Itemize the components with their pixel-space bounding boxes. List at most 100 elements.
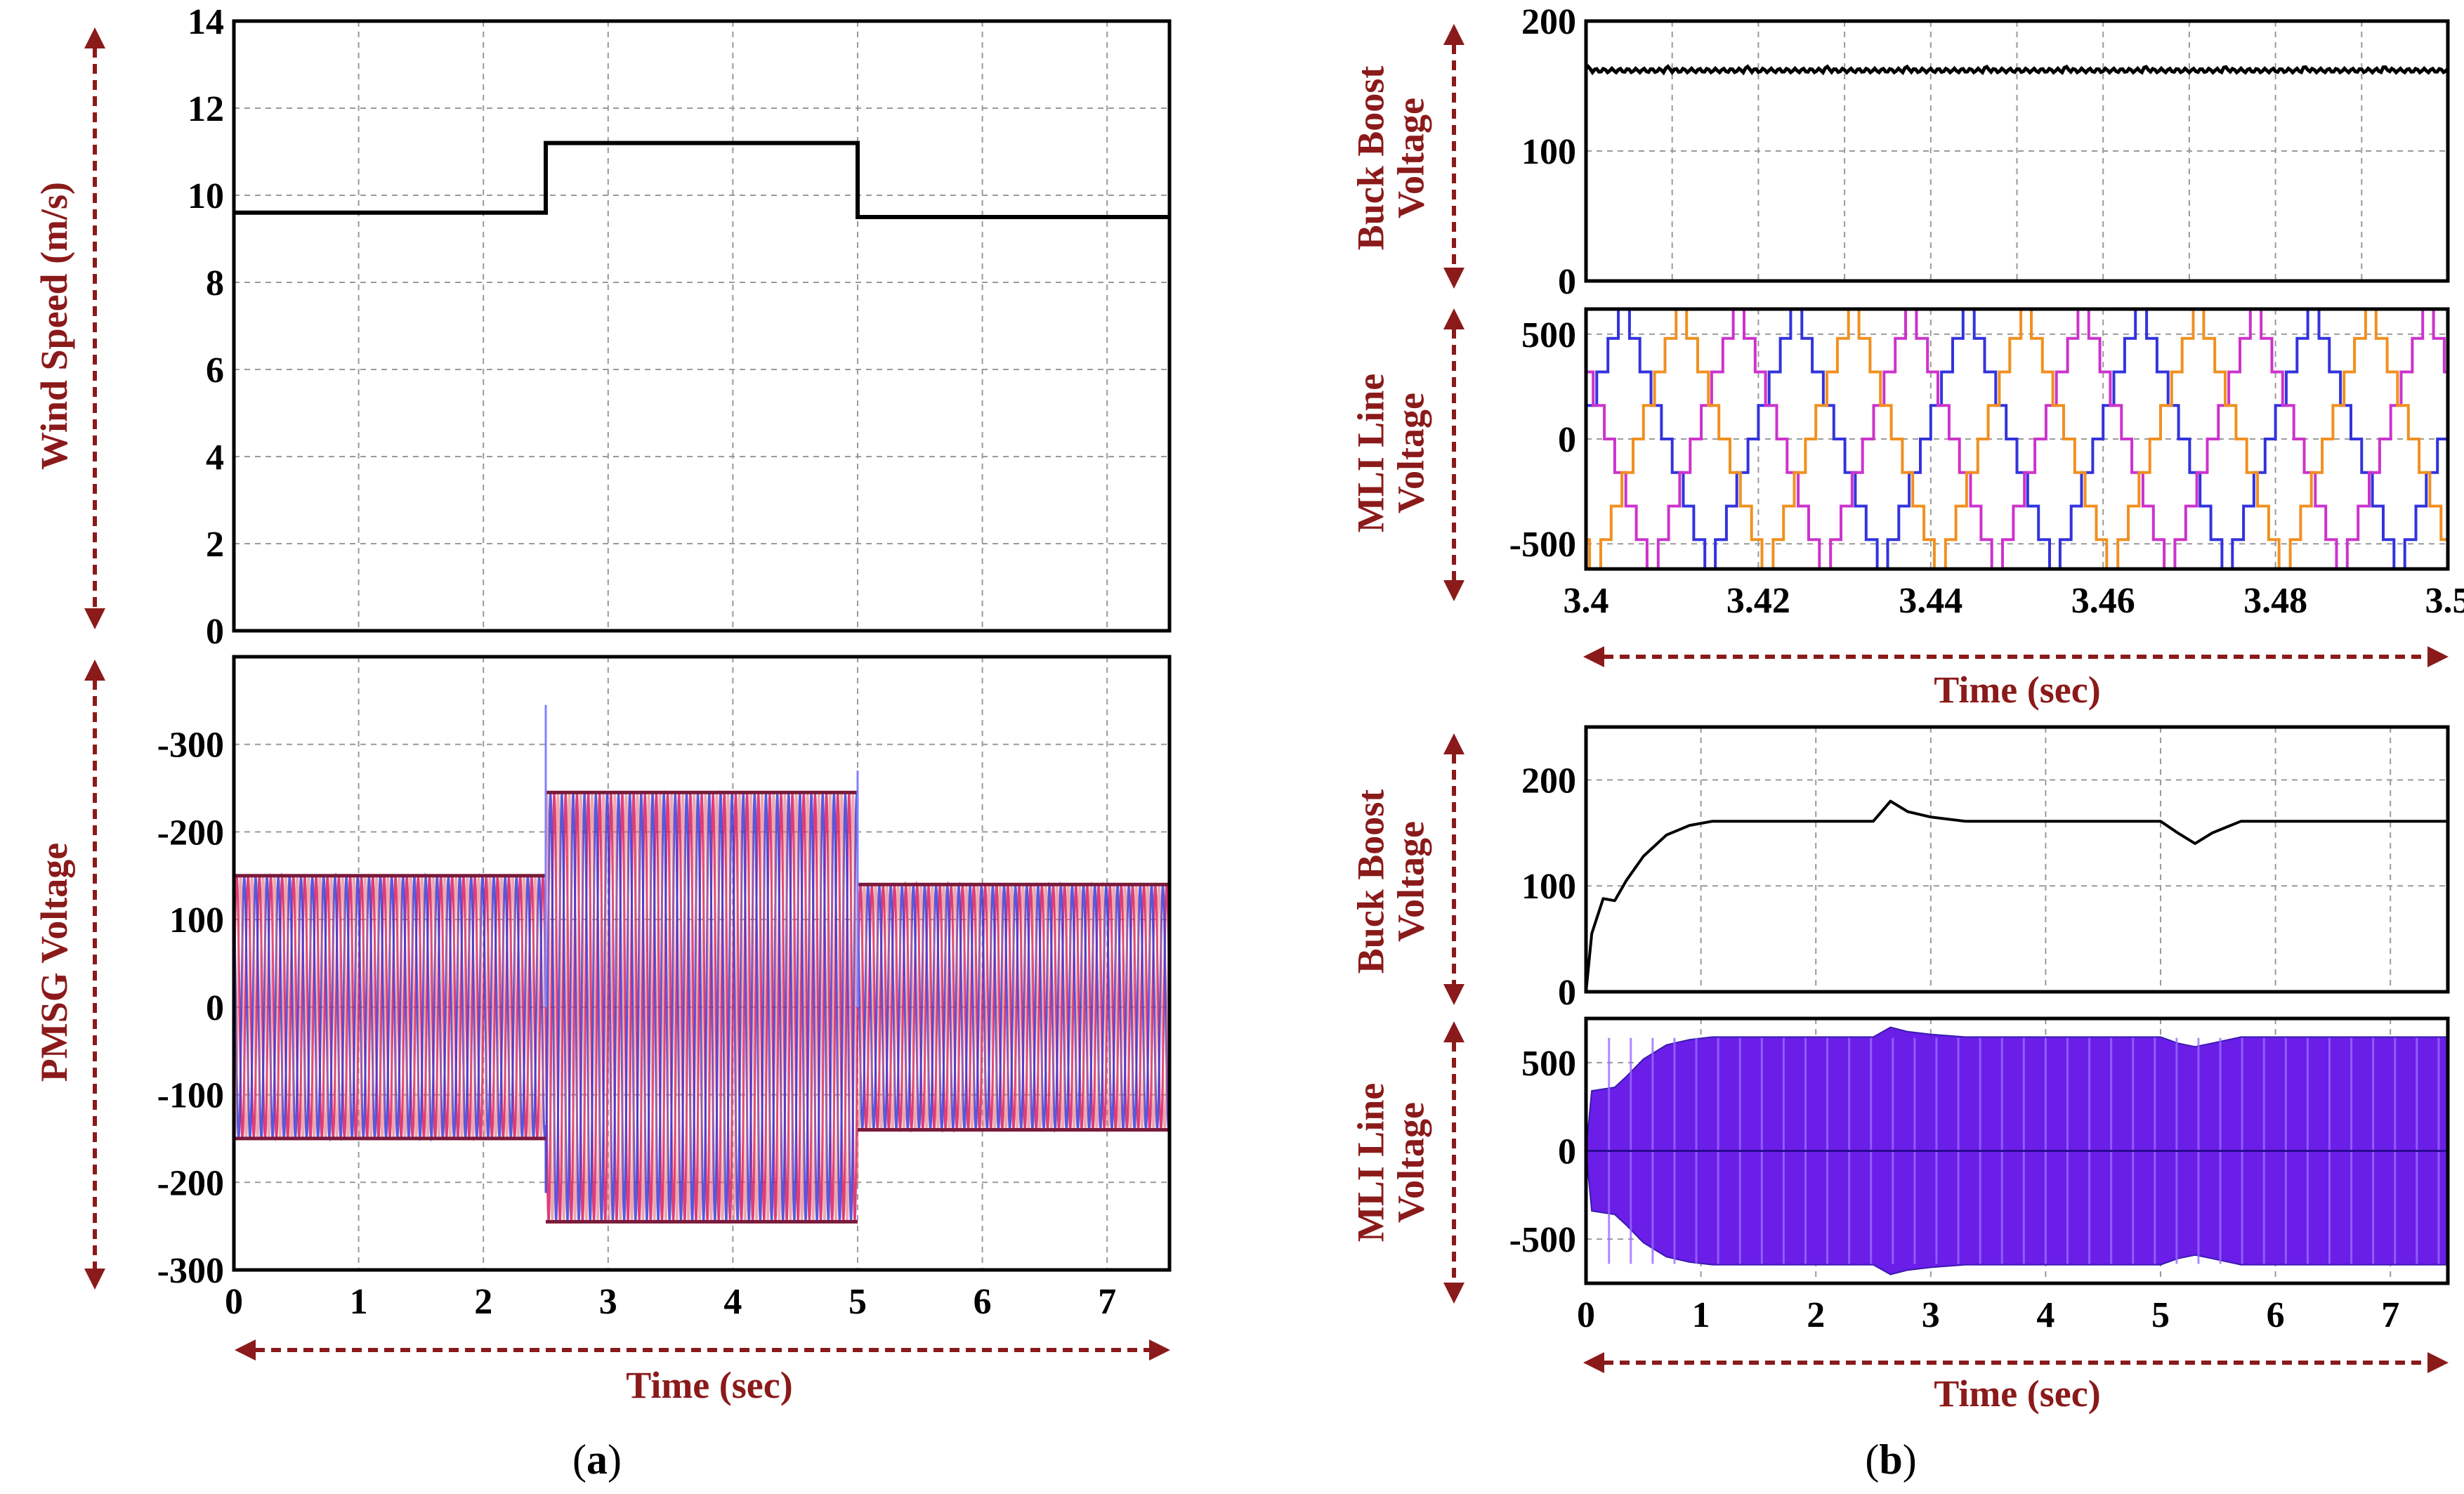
plot-frame [1584, 1016, 2450, 1285]
y-tick-labels: 0 100 200 [1521, 2, 1576, 302]
y-tick-label: 14 [188, 2, 224, 42]
y-tick-label: 500 [1521, 1044, 1576, 1084]
y-tick-label: 100 [169, 900, 224, 941]
chart-buck-boost-full: 0 100 200 Buck BoostVoltage [1350, 725, 2450, 1013]
dc-link-voltage [1586, 64, 2448, 76]
y-tick-label: 0 [1558, 420, 1576, 460]
grid-lines [1586, 21, 2448, 281]
mli-phase-vca [1586, 309, 2448, 569]
y-tick-label: 0 [1558, 973, 1576, 1013]
ylabel-line-1: MLI Line [1350, 1083, 1392, 1243]
buck-boost-trace [1586, 64, 2448, 76]
x-axis-label: Time (sec) [1934, 669, 2100, 711]
ylabel-line-2: Voltage [1389, 1102, 1431, 1223]
y-axis-label: Buck BoostVoltage [1350, 789, 1432, 974]
x-tick-label: 1 [350, 1282, 368, 1322]
y-tick-labels: -500 0 500 [1509, 1044, 1576, 1260]
plot-frame [1584, 19, 2450, 283]
x-tick-label: 1 [1692, 1295, 1710, 1335]
x-tick-label: 5 [848, 1282, 867, 1322]
x-tick-label: 4 [723, 1282, 742, 1322]
mli-phase-vab [1586, 309, 2448, 569]
chart-mli-line-zoom: -500 0 500 3.4 3.42 3.44 3.46 3.48 3.5 MLI LineVo… [1350, 307, 2464, 711]
y-tick-label: 0 [206, 612, 224, 652]
y-tick-labels: 0 100 200 [1521, 761, 1576, 1013]
y-tick-label: 200 [1521, 2, 1576, 42]
y-axis-label: PMSG Voltage [33, 843, 75, 1082]
mli-staircase [1586, 309, 2448, 569]
chart-wind-speed: 0 2 4 6 8 10 12 14 Wind Speed (m/s) [33, 2, 1172, 652]
x-tick-label: 3.4 [1564, 581, 1609, 621]
dc-link-voltage [1585, 799, 2448, 992]
y-tick-label: -200 [157, 813, 224, 853]
pmsg-phase-3 [234, 789, 1169, 1225]
y-tick-label: 500 [1521, 315, 1576, 355]
y-tick-label: 0 [206, 988, 224, 1028]
plot-frame [232, 655, 1172, 1272]
x-tick-labels: 0 1 2 3 4 5 6 7 [225, 1282, 1116, 1322]
y-tick-label: -500 [1509, 1220, 1576, 1260]
wind-speed-line [234, 140, 1169, 219]
x-axis-label: Time (sec) [1934, 1372, 2100, 1415]
x-tick-label: 4 [2036, 1295, 2055, 1335]
x-tick-label: 0 [1577, 1295, 1595, 1335]
x-tick-label: 3.5 [2425, 581, 2464, 621]
y-tick-label: -200 [157, 1163, 224, 1203]
y-tick-label: -500 [1509, 525, 1576, 565]
x-axis-label: Time (sec) [626, 1364, 792, 1406]
y-axis-label: MLI LineVoltage [1350, 1083, 1432, 1243]
x-tick-labels: 0 1 2 3 4 5 6 7 [1577, 1295, 2399, 1335]
x-tick-label: 6 [974, 1282, 992, 1322]
y-tick-label: -300 [157, 1251, 224, 1291]
x-tick-label: 3 [599, 1282, 617, 1322]
y-axis-label: Wind Speed (m/s) [33, 182, 75, 470]
y-tick-label: 8 [206, 263, 224, 303]
x-tick-label: 0 [225, 1282, 243, 1322]
mli-phase-vbc [1586, 309, 2448, 569]
caption-b: (b) [1865, 1436, 1916, 1483]
y-tick-labels: -500 0 500 [1509, 315, 1576, 565]
x-tick-labels: 3.4 3.42 3.44 3.46 3.48 3.5 [1564, 581, 2464, 621]
x-tick-label: 3.44 [1899, 581, 1962, 621]
plot-frame [1584, 725, 2450, 994]
x-tick-label: 2 [474, 1282, 492, 1322]
ylabel-line-1: Buck Boost [1350, 789, 1392, 974]
y-axis-label: MLI LineVoltage [1350, 374, 1432, 533]
x-tick-label: 7 [2381, 1295, 2399, 1335]
y-tick-label: 0 [1558, 262, 1576, 302]
y-tick-label: 100 [1521, 132, 1576, 172]
grid-lines [234, 21, 1169, 631]
y-tick-label: -100 [157, 1076, 224, 1116]
y-tick-label: -300 [157, 726, 224, 766]
x-tick-label: 3.42 [1726, 581, 1790, 621]
x-tick-label: 3 [1922, 1295, 1940, 1335]
ylabel-line-1: Buck Boost [1350, 66, 1392, 251]
x-tick-label: 3.48 [2243, 581, 2307, 621]
plot-frame [1584, 307, 2450, 571]
y-tick-label: 10 [188, 176, 224, 216]
ylabel-line-1: MLI Line [1350, 374, 1392, 533]
y-tick-label: 6 [206, 350, 224, 391]
plot-frame [232, 19, 1172, 633]
caption-a: (a) [572, 1436, 622, 1483]
chart-buck-boost-zoom: 0 100 200 Buck BoostVoltage [1350, 2, 2450, 302]
x-tick-label: 2 [1807, 1295, 1825, 1335]
y-tick-label: 2 [206, 525, 224, 565]
pmsg-waveforms [234, 705, 1169, 1225]
y-axis-label: Buck BoostVoltage [1350, 66, 1432, 251]
ylabel-line-2: Voltage [1389, 821, 1431, 942]
ylabel-line-2: Voltage [1389, 393, 1431, 513]
x-tick-label: 6 [2267, 1295, 2285, 1335]
x-tick-label: 7 [1098, 1282, 1116, 1322]
x-tick-label: 3.46 [2071, 581, 2135, 621]
ylabel-line-2: Voltage [1389, 98, 1431, 218]
y-tick-label: 100 [1521, 867, 1576, 907]
y-tick-label: 4 [206, 438, 224, 478]
x-tick-label: 5 [2151, 1295, 2170, 1335]
grid-lines [1586, 727, 2448, 992]
y-tick-labels: -300 -200 -100 0 100 -200 -300 [157, 726, 224, 1291]
y-tick-label: 200 [1521, 761, 1576, 801]
